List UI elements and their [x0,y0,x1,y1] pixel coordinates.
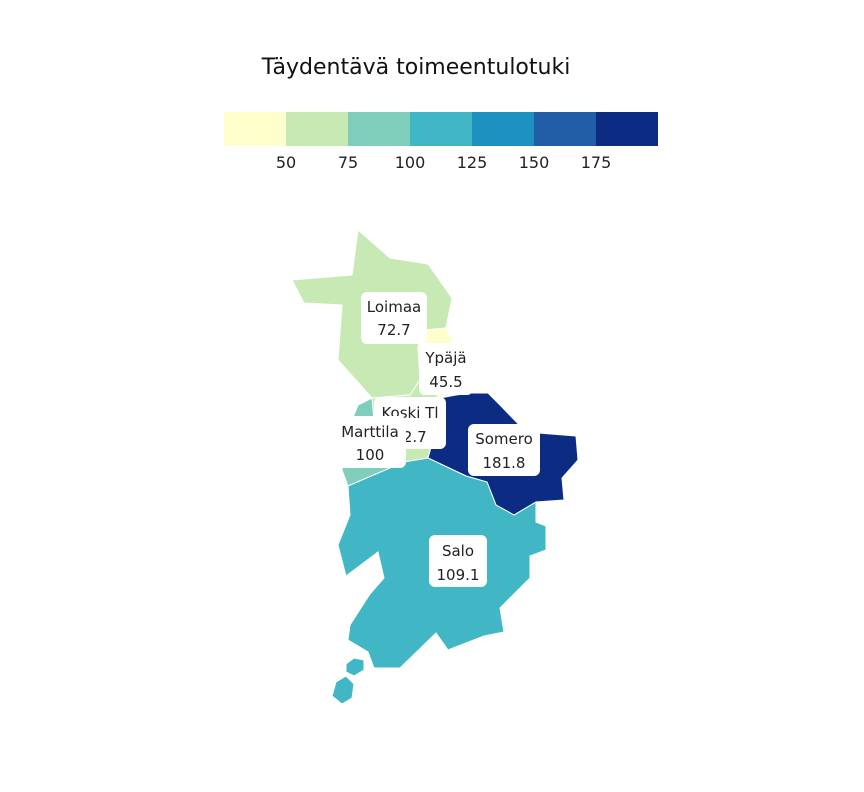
region-name: Salo [442,542,474,560]
region-name: Loimaa [367,298,421,316]
legend-swatch-1 [224,112,286,146]
legend-swatch-3 [348,112,410,146]
region-value: 181.8 [483,454,526,472]
region-name: Marttila [341,423,399,441]
color-legend [224,112,658,146]
region-name: Ypäjä [424,349,466,367]
legend-tick: 150 [518,153,550,172]
legend-ticks: 50 75 100 125 150 175 [0,153,864,177]
legend-swatch-5 [472,112,534,146]
region-value: 109.1 [437,566,480,584]
legend-tick: 75 [337,153,359,172]
region-name: Somero [475,430,533,448]
map-title: Täydentävä toimeentulotuki [261,55,571,80]
legend-swatch-7 [596,112,658,146]
legend-tick: 50 [275,153,297,172]
legend-swatch-4 [410,112,472,146]
legend-tick: 175 [580,153,612,172]
region-salo-island[interactable] [331,675,355,705]
region-value: 72.7 [377,321,410,339]
label-salo: Salo 109.1 [429,535,487,587]
region-value: 45.5 [429,373,462,391]
legend-tick: 100 [394,153,426,172]
label-loimaa: Loimaa 72.7 [361,292,427,344]
legend-swatch-2 [286,112,348,146]
region-salo-island[interactable] [345,657,365,677]
label-ypaja: Ypäjä 45.5 [419,343,473,395]
label-marttila: Marttila 100 [334,416,406,468]
region-value: 100 [356,446,385,464]
label-somero: Somero 181.8 [468,424,540,476]
legend-swatch-6 [534,112,596,146]
legend-tick: 125 [456,153,488,172]
